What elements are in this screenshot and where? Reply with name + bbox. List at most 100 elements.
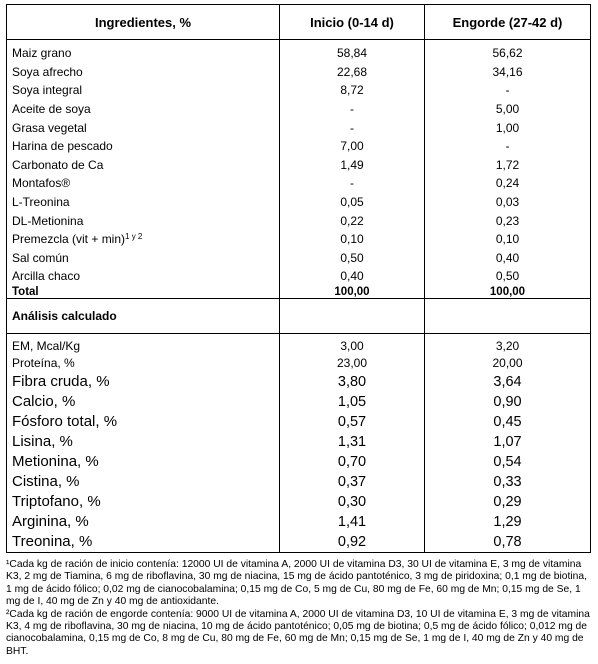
analysis-name-text: Fibra cruda, % <box>12 373 110 391</box>
ingredient-inicio-value: - <box>279 174 425 193</box>
ingredient-engorde-value: 0,23 <box>424 211 591 230</box>
spacer-row <box>6 39 591 44</box>
ingredient-inicio-value: 0,10 <box>279 229 425 249</box>
analysis-engorde-value: 20,00 <box>424 354 591 372</box>
ingredient-engorde-value: 0,03 <box>424 192 591 212</box>
ingredient-inicio-value: 0,40 <box>279 267 425 286</box>
header-inicio: Inicio (0-14 d) <box>279 4 425 40</box>
ingredient-name: Arcilla chaco <box>6 267 280 286</box>
ingredient-row: Aceite de soya -5,00 <box>6 99 591 119</box>
analysis-name-text: Calcio, % <box>12 393 76 411</box>
ingredient-engorde-value: 34,16 <box>424 62 591 82</box>
analysis-row: Treonina, % 0,92 0,78 <box>6 531 591 553</box>
footnote-1: ¹Cada kg de ración de inicio contenía: 1… <box>6 559 587 608</box>
ingredient-inicio-value: 0,50 <box>279 248 425 268</box>
analysis-name: Fósforo total, % <box>6 411 280 432</box>
analysis-engorde-value: 0,29 <box>424 491 591 512</box>
analysis-inicio-value: 23,00 <box>279 354 425 372</box>
ingredient-name-text: Soya afrecho <box>12 64 83 79</box>
analysis-name-text: Fósforo total, % <box>12 413 118 431</box>
analysis-name-text: Arginina, % <box>12 513 89 531</box>
analysis-row: Fibra cruda, % 3,80 3,64 <box>6 371 591 392</box>
analysis-row: Fósforo total, % 0,57 0,45 <box>6 411 591 432</box>
footnote-2: ²Cada kg de ración de engorde contenía: … <box>6 608 590 657</box>
analysis-row: Arginina, % 1,41 1,29 <box>6 511 591 532</box>
analysis-name: Calcio, % <box>6 391 280 412</box>
analysis-row: Triptofano, % 0,30 0,29 <box>6 491 591 512</box>
analysis-engorde-value: 3,20 <box>424 337 591 355</box>
analysis-row: Metionina, % 0,70 0,54 <box>6 451 591 472</box>
ingredient-engorde-value: 1,72 <box>424 155 591 175</box>
analysis-inicio-value: 3,80 <box>279 371 425 392</box>
ingredient-name: Soya afrecho <box>6 62 280 82</box>
ingredient-name: Soya integral <box>6 81 280 100</box>
ingredient-name: Montafos® <box>6 174 280 193</box>
analysis-name: Fibra cruda, % <box>6 371 280 392</box>
ingredient-row: Sal común 0,50 0,40 <box>6 248 591 268</box>
ingredient-row: Carbonato de Ca 1,49 1,72 <box>6 155 591 175</box>
ingredient-name-text: Harina de pescado <box>12 139 113 154</box>
analysis-name-text: Treonina, % <box>12 533 93 551</box>
ingredient-inicio-value: 58,84 <box>279 44 425 63</box>
header-row: Ingredientes, % Inicio (0-14 d) Engorde … <box>6 4 591 40</box>
ingredient-engorde-value: 0,40 <box>424 248 591 268</box>
analysis-inicio-value: 0,57 <box>279 411 425 432</box>
analysis-name: Triptofano, % <box>6 491 280 512</box>
ingredient-engorde-value: - <box>424 81 591 100</box>
ingredient-name-text: Aceite de soya <box>12 102 91 117</box>
ingredient-row: DL-Metionina 0,22 0,23 <box>6 211 591 230</box>
analysis-engorde-value: 0,54 <box>424 451 591 472</box>
analysis-inicio-value: 3,00 <box>279 337 425 355</box>
ingredient-name: Sal común <box>6 248 280 268</box>
analysis-row: Lisina, % 1,31 1,07 <box>6 431 591 452</box>
total-engorde: 100,00 <box>424 285 591 299</box>
ingredient-name: DL-Metionina <box>6 211 280 230</box>
analysis-engorde-value: 0,90 <box>424 391 591 412</box>
analysis-section-row: Análisis calculado <box>6 297 591 334</box>
analysis-inicio-value: 0,30 <box>279 491 425 512</box>
ingredient-name-text: Arcilla chaco <box>12 269 81 284</box>
analysis-name: EM, Mcal/Kg <box>6 337 280 355</box>
ingredient-inicio-value: - <box>279 118 425 137</box>
ingredient-inicio-value: 22,68 <box>279 62 425 82</box>
ingredient-inicio-value: 7,00 <box>279 136 425 156</box>
ingredient-name: Aceite de soya <box>6 99 280 119</box>
header-ingredients: Ingredientes, % <box>6 4 280 40</box>
ingredient-engorde-value: 0,24 <box>424 174 591 193</box>
ingredient-row: L-Treonina 0,05 0,03 <box>6 192 591 212</box>
ingredient-row: Premezcla (vit + min)1 y 2 0,10 0,10 <box>6 229 591 249</box>
analysis-name: Proteína, % <box>6 354 280 372</box>
spacer-row <box>6 333 591 338</box>
ingredient-row: Grasa vegetal -1,00 <box>6 118 591 137</box>
ingredient-name-text: Maiz grano <box>12 46 72 61</box>
ingredient-name-text: L-Treonina <box>12 195 70 210</box>
ingredient-engorde-value: 5,00 <box>424 99 591 119</box>
analysis-name: Lisina, % <box>6 431 280 452</box>
analysis-inicio-value: 0,37 <box>279 471 425 492</box>
analysis-inicio-value: 1,31 <box>279 431 425 452</box>
ingredients-body: Maiz grano 58,84 56,62 Soya afrecho 22,68 34,… <box>6 39 591 286</box>
ingredient-engorde-value: 0,10 <box>424 229 591 249</box>
analysis-name-text: Proteína, % <box>12 356 75 371</box>
footnote-reference: 1 y 2 <box>125 232 143 242</box>
analysis-engorde-value: 1,29 <box>424 511 591 532</box>
analysis-name-text: Triptofano, % <box>12 493 101 511</box>
ingredient-name: Harina de pescado <box>6 136 280 156</box>
ingredient-name: Premezcla (vit + min)1 y 2 <box>6 229 280 249</box>
analysis-name-text: Metionina, % <box>12 453 99 471</box>
ingredient-name: Maiz grano <box>6 44 280 63</box>
analysis-row: Calcio, % 1,05 0,90 <box>6 391 591 412</box>
analysis-engorde-value: 0,78 <box>424 531 591 553</box>
diet-composition-table: Ingredientes, % Inicio (0-14 d) Engorde … <box>6 4 591 553</box>
ingredient-row: Soya afrecho 22,68 34,16 <box>6 62 591 82</box>
ingredient-row: Harina de pescado 7,00- <box>6 136 591 156</box>
ingredient-name-text: Grasa vegetal <box>12 120 87 135</box>
analysis-body: EM, Mcal/Kg 3,00 3,20 Proteína, % 23,00 20,00… <box>6 333 591 553</box>
analysis-name-text: Lisina, % <box>12 433 73 451</box>
total-inicio: 100,00 <box>279 285 425 299</box>
ingredient-row: Soya integral 8,72- <box>6 81 591 100</box>
ingredient-name-text: Carbonato de Ca <box>12 157 104 172</box>
ingredient-inicio-value: 1,49 <box>279 155 425 175</box>
analysis-name-text: EM, Mcal/Kg <box>12 339 81 354</box>
ingredient-engorde-value: - <box>424 136 591 156</box>
